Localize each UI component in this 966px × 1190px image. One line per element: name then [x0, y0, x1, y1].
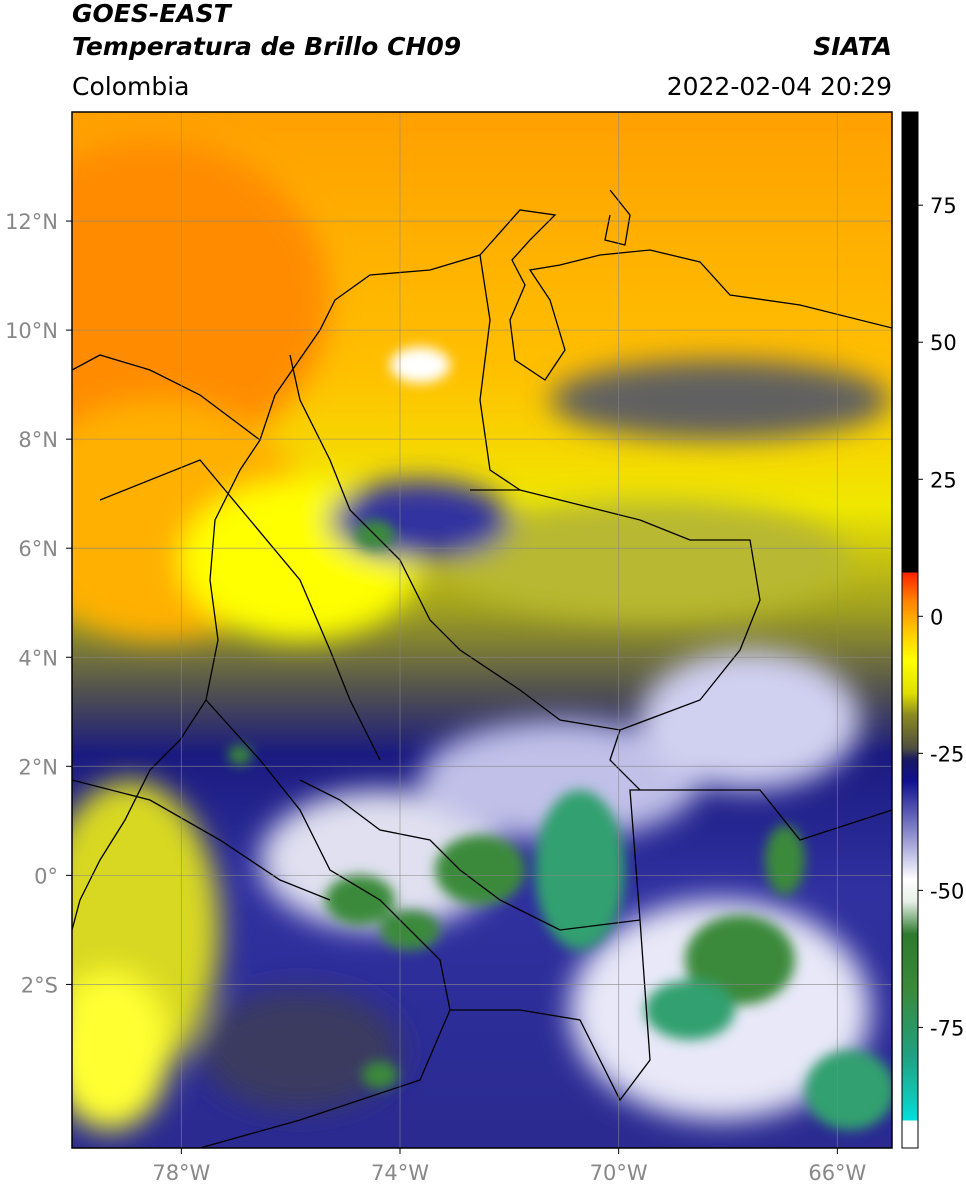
- map-frame: [71, 111, 893, 1149]
- y-tick-label: 2°S: [21, 973, 58, 997]
- y-tick-label: 8°N: [18, 428, 58, 452]
- colorbar: [901, 111, 919, 1149]
- source: SIATA: [813, 32, 892, 61]
- grid-layer: [72, 112, 892, 1148]
- colorbar-tick-label: -25: [930, 742, 964, 766]
- x-tick-label: 70°W: [590, 1161, 648, 1185]
- colorbar-tick-label: -50: [930, 879, 964, 903]
- y-tick-label: 2°N: [18, 755, 58, 779]
- y-tick-label: 12°N: [5, 210, 58, 234]
- colorbar-tick-label: 0: [930, 605, 943, 629]
- region: Colombia: [72, 72, 189, 101]
- title: GOES-EAST: [72, 0, 233, 28]
- colorbar-tick-label: 25: [930, 468, 957, 492]
- subtitle: Temperatura de Brillo CH09: [72, 32, 461, 61]
- satellite-image: [72, 112, 892, 1148]
- y-tick-label: 0°: [34, 864, 58, 888]
- colorbar-tick-label: 75: [930, 194, 957, 218]
- x-tick-label: 74°W: [371, 1161, 429, 1185]
- colorbar-tick-label: -75: [930, 1016, 964, 1040]
- colorbar-tick-label: 50: [930, 331, 957, 355]
- y-tick-label: 10°N: [5, 319, 58, 343]
- borders: [72, 189, 892, 1148]
- datetime: 2022-02-04 20:29: [667, 72, 892, 101]
- x-tick-label: 78°W: [152, 1161, 210, 1185]
- y-tick-label: 6°N: [18, 537, 58, 561]
- y-tick-label: 4°N: [18, 646, 58, 670]
- x-tick-label: 66°W: [808, 1161, 866, 1185]
